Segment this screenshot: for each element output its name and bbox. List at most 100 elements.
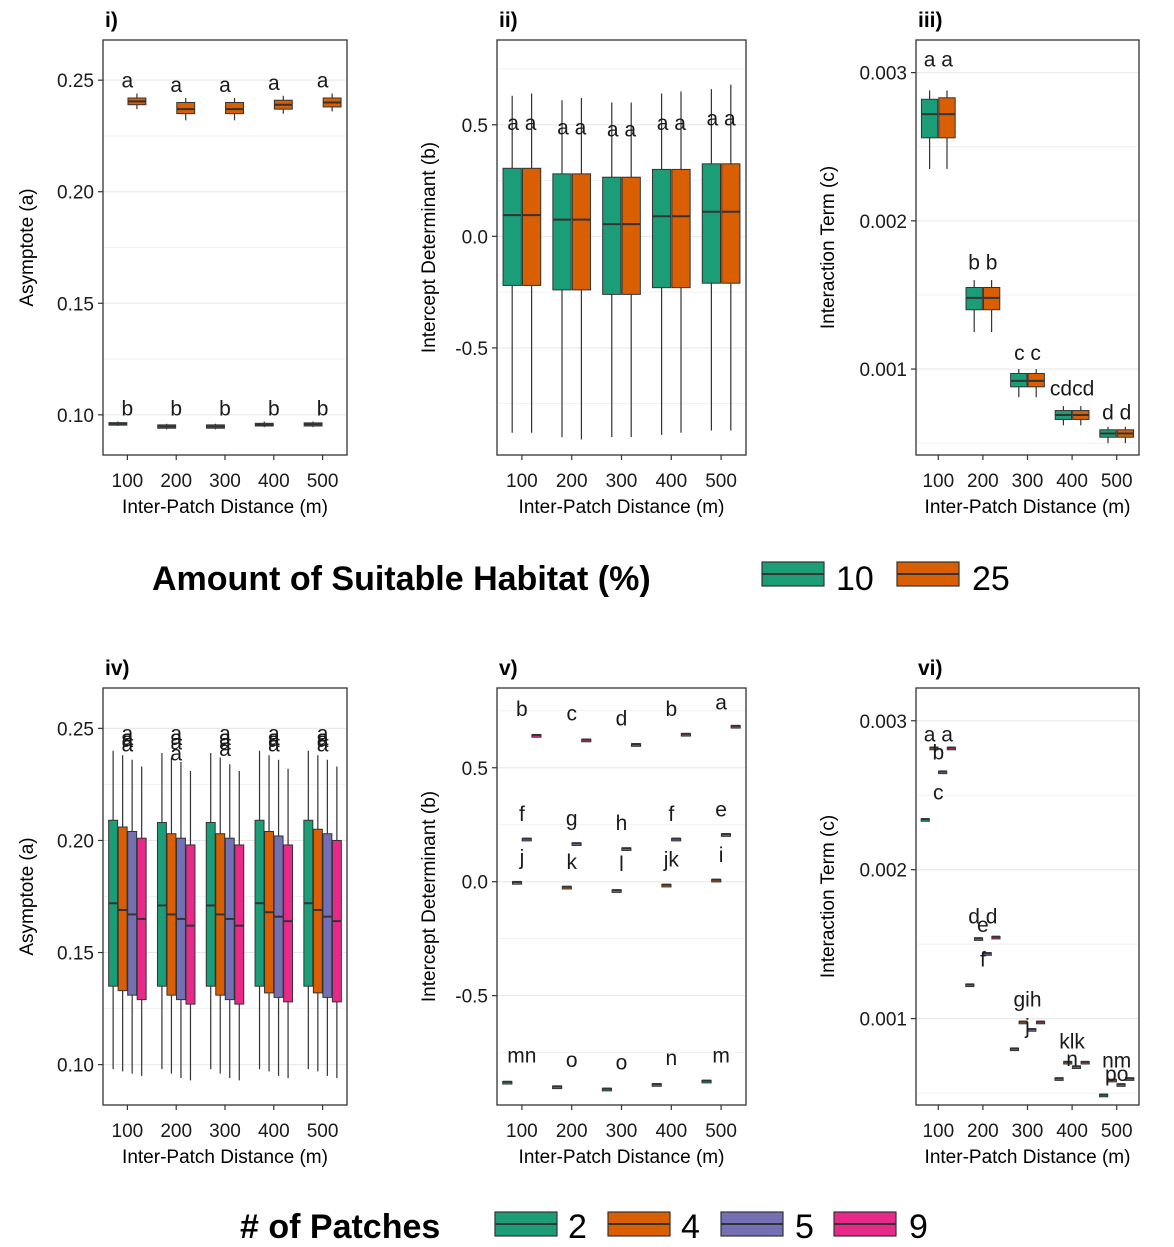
x-tick-label: 400 bbox=[1056, 471, 1088, 492]
box-25-400 bbox=[1072, 406, 1090, 426]
y-tick-label: 0.20 bbox=[57, 183, 94, 204]
box-25-300 bbox=[1027, 369, 1045, 398]
box-body bbox=[602, 176, 622, 295]
x-tick-label: 100 bbox=[112, 471, 144, 492]
box-10-300 bbox=[1010, 369, 1028, 398]
group-letter: b bbox=[516, 698, 528, 721]
x-tick-label: 500 bbox=[1101, 1121, 1133, 1142]
group-letter: a a bbox=[557, 116, 587, 139]
box-4-200 bbox=[561, 885, 572, 890]
habitat-legend-label-25: 25 bbox=[972, 560, 1010, 598]
y-tick-label: 0.0 bbox=[462, 873, 488, 894]
box-2-100 bbox=[920, 818, 930, 822]
y-tick-label: 0.15 bbox=[57, 944, 94, 965]
y-tick-label: 0.002 bbox=[859, 212, 907, 233]
box-4-300 bbox=[215, 757, 226, 1074]
x-tick-label: 300 bbox=[606, 1121, 638, 1142]
group-letter: a bbox=[317, 729, 329, 752]
group-letter: e bbox=[977, 914, 989, 937]
box-25-500 bbox=[1116, 426, 1135, 444]
box-body bbox=[312, 828, 323, 994]
group-letter: a a bbox=[924, 724, 954, 747]
y-tick-label: 0.002 bbox=[859, 861, 907, 882]
group-letter: n bbox=[665, 1047, 677, 1070]
x-tick-label: 300 bbox=[606, 471, 638, 492]
box-body bbox=[117, 826, 128, 992]
box-body bbox=[322, 833, 333, 998]
box-2-500 bbox=[303, 750, 314, 1070]
habitat-legend: Amount of Suitable Habitat (%) 10 25 bbox=[152, 560, 1010, 598]
x-tick-label: 200 bbox=[967, 1121, 999, 1142]
group-letter: a bbox=[219, 74, 231, 97]
box-25-100 bbox=[127, 93, 147, 110]
box-5-100 bbox=[521, 837, 532, 842]
group-letter: b bbox=[317, 398, 329, 421]
box-25-200 bbox=[176, 98, 196, 121]
patches-legend-label-9: 9 bbox=[909, 1208, 928, 1246]
group-letter: a bbox=[317, 734, 329, 757]
box-4-300 bbox=[1018, 1020, 1028, 1025]
x-tick-label: 100 bbox=[112, 1121, 144, 1142]
box-9-300 bbox=[631, 743, 642, 747]
x-tick-label: 400 bbox=[655, 471, 687, 492]
group-letter: a bbox=[219, 727, 231, 750]
y-axis-label: Asymptote (a) bbox=[17, 837, 38, 955]
box-body bbox=[621, 176, 641, 295]
x-tick-label: 100 bbox=[922, 1121, 954, 1142]
x-axis-label: Inter-Patch Distance (m) bbox=[122, 1147, 328, 1168]
group-letter: a bbox=[122, 729, 134, 752]
group-letter: f bbox=[519, 803, 525, 826]
y-axis-label: Interaction Term (c) bbox=[818, 815, 839, 978]
y-tick-label: 0.20 bbox=[57, 831, 94, 852]
box-body bbox=[225, 101, 244, 115]
panel-title: i) bbox=[105, 9, 118, 32]
group-letter: c bbox=[566, 703, 577, 726]
x-tick-label: 300 bbox=[1012, 1121, 1044, 1142]
group-letter: c bbox=[933, 782, 944, 805]
box-10-100 bbox=[502, 95, 522, 433]
group-letter: d d bbox=[1102, 401, 1131, 424]
group-letter: jk bbox=[663, 849, 680, 872]
x-tick-label: 400 bbox=[1056, 1121, 1088, 1142]
group-letter: b bbox=[665, 698, 677, 721]
group-letter: c c bbox=[1014, 342, 1041, 365]
habitat-legend-label-10: 10 bbox=[836, 560, 874, 598]
box-25-500 bbox=[322, 93, 342, 112]
group-letter: a bbox=[122, 734, 134, 757]
group-letter: a bbox=[268, 734, 280, 757]
box-2-200 bbox=[552, 1085, 563, 1090]
plot-background bbox=[916, 688, 1139, 1105]
y-axis-label: Interaction Term (c) bbox=[818, 166, 839, 329]
group-letter: o bbox=[566, 1049, 578, 1072]
group-letter: a bbox=[170, 742, 182, 765]
box-2-400 bbox=[651, 1083, 662, 1087]
box-25-300 bbox=[621, 102, 641, 438]
box-25-400 bbox=[671, 91, 691, 433]
box-5-500 bbox=[720, 833, 732, 837]
group-letter: j bbox=[519, 846, 525, 869]
box-4-400 bbox=[661, 883, 672, 888]
y-axis-label: Intercept Determinant (b) bbox=[419, 142, 440, 353]
box-10-400 bbox=[1054, 406, 1073, 426]
box-4-100 bbox=[117, 755, 128, 1072]
y-tick-label: 0.10 bbox=[57, 1056, 94, 1077]
group-letter: a bbox=[170, 722, 182, 745]
x-axis-label: Inter-Patch Distance (m) bbox=[519, 497, 725, 518]
box-10-500 bbox=[303, 421, 323, 428]
box-9-500 bbox=[1125, 1077, 1135, 1081]
patches-legend: # of Patches 2 4 5 9 bbox=[240, 1208, 928, 1246]
group-letter: a bbox=[268, 729, 280, 752]
group-letter: b bbox=[170, 398, 182, 421]
group-letter: a bbox=[219, 722, 231, 745]
box-body bbox=[176, 101, 196, 115]
group-letter: k bbox=[566, 851, 577, 874]
group-letter: a bbox=[317, 70, 329, 93]
y-tick-label: 0.001 bbox=[859, 360, 907, 381]
x-axis-label: Inter-Patch Distance (m) bbox=[925, 1147, 1131, 1168]
plot-background bbox=[497, 688, 746, 1105]
box-5-100 bbox=[938, 770, 948, 775]
group-letter: a bbox=[219, 738, 231, 761]
group-letter: gih bbox=[1013, 989, 1041, 1012]
